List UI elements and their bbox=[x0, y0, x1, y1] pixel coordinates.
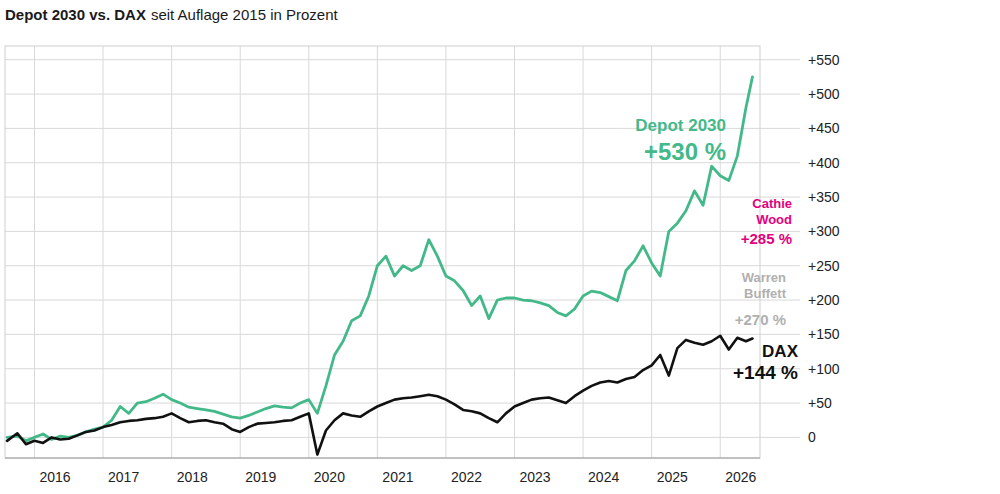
x-tick-label: 2024 bbox=[588, 469, 619, 485]
y-tick-label: +300 bbox=[808, 223, 840, 239]
y-tick-label: +150 bbox=[808, 326, 840, 342]
x-grid-line bbox=[514, 46, 515, 458]
y-tick-label: +200 bbox=[808, 292, 840, 308]
annotation-value: +144 % bbox=[733, 362, 798, 383]
y-tick-label: +250 bbox=[808, 258, 840, 274]
x-tick-label: 2020 bbox=[314, 469, 345, 485]
subtitle: seit Auflage 2015 in Prozent bbox=[151, 6, 339, 23]
y-tick-label: +450 bbox=[808, 120, 840, 136]
annotation-name: CathieWood bbox=[752, 196, 792, 227]
y-grid-line bbox=[5, 94, 800, 95]
x-grid-line bbox=[720, 46, 721, 458]
x-grid-line bbox=[308, 46, 309, 458]
y-grid-line bbox=[5, 403, 800, 404]
series-group bbox=[7, 77, 752, 455]
series-line bbox=[7, 336, 752, 455]
y-tick-label: +50 bbox=[808, 395, 832, 411]
y-grid-line bbox=[5, 437, 800, 438]
annotation-name: Depot 2030 bbox=[635, 116, 726, 135]
annotation-name: WarrenBuffett bbox=[742, 270, 787, 301]
x-tick-label: 2021 bbox=[382, 469, 413, 485]
y-grid-line bbox=[5, 59, 800, 60]
x-tick-label: 2022 bbox=[451, 469, 482, 485]
chart: Depot 2030 vs. DAX seit Auflage 2015 in P… bbox=[0, 0, 1000, 494]
annotation-value: +285 % bbox=[741, 230, 792, 247]
x-tick-label: 2017 bbox=[108, 469, 139, 485]
annotation-value: +270 % bbox=[735, 311, 786, 328]
y-grid-line bbox=[5, 231, 800, 232]
y-tick-label: +100 bbox=[808, 361, 840, 377]
y-grid-line bbox=[5, 300, 800, 301]
x-grid-line bbox=[583, 46, 584, 458]
x-tick-label: 2019 bbox=[245, 469, 276, 485]
x-tick-label: 2026 bbox=[725, 469, 756, 485]
x-tick-label: 2023 bbox=[520, 469, 551, 485]
x-grid-line bbox=[651, 46, 652, 458]
x-axis-line bbox=[5, 458, 760, 459]
y-grid-line bbox=[5, 368, 800, 369]
x-tick-label: 2016 bbox=[39, 469, 70, 485]
plot-frame bbox=[5, 46, 760, 458]
x-grid-line bbox=[240, 46, 241, 458]
y-grid-line bbox=[5, 334, 800, 335]
y-tick-label: +550 bbox=[808, 52, 840, 68]
grid bbox=[5, 46, 800, 458]
x-grid-line bbox=[34, 46, 35, 458]
x-tick-label: 2025 bbox=[657, 469, 688, 485]
x-grid-line bbox=[103, 46, 104, 458]
annotation-name: DAX bbox=[762, 342, 799, 361]
y-tick-label: 0 bbox=[808, 429, 816, 445]
y-tick-label: +350 bbox=[808, 189, 840, 205]
title: Depot 2030 vs. DAX bbox=[5, 6, 146, 23]
x-grid-line bbox=[171, 46, 172, 458]
series-line bbox=[7, 77, 752, 441]
y-tick-label: +400 bbox=[808, 155, 840, 171]
x-tick-label: 2018 bbox=[177, 469, 208, 485]
y-grid-line bbox=[5, 197, 800, 198]
y-tick-label: +500 bbox=[808, 86, 840, 102]
x-grid-line bbox=[445, 46, 446, 458]
annotation-value: +530 % bbox=[644, 138, 726, 165]
x-grid-line bbox=[377, 46, 378, 458]
